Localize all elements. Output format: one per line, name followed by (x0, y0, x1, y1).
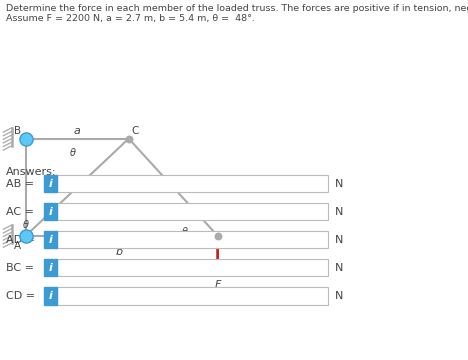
FancyBboxPatch shape (57, 203, 328, 220)
FancyBboxPatch shape (44, 287, 57, 305)
Text: θ: θ (182, 227, 188, 237)
Text: θ: θ (23, 220, 29, 230)
Text: Determine the force in each member of the loaded truss. The forces are positive : Determine the force in each member of th… (6, 4, 468, 13)
Point (22, 233, 29, 239)
Text: D: D (220, 231, 228, 241)
Text: a: a (74, 126, 80, 136)
Text: N: N (335, 235, 343, 245)
FancyBboxPatch shape (44, 203, 57, 220)
Text: A: A (14, 241, 21, 251)
FancyBboxPatch shape (57, 287, 328, 305)
Text: AC =: AC = (6, 207, 34, 217)
Text: N: N (335, 291, 343, 301)
Text: N: N (335, 207, 343, 217)
Text: C: C (132, 126, 139, 136)
Text: BC =: BC = (6, 263, 34, 273)
Text: i: i (49, 179, 52, 189)
Point (22, 136, 29, 141)
FancyBboxPatch shape (44, 175, 57, 192)
Text: θ: θ (70, 148, 75, 158)
Text: Assume F = 2200 N, a = 2.7 m, b = 5.4 m, θ =  48°.: Assume F = 2200 N, a = 2.7 m, b = 5.4 m,… (6, 14, 255, 23)
FancyBboxPatch shape (44, 231, 57, 248)
Text: i: i (49, 291, 52, 301)
Text: N: N (335, 179, 343, 189)
Text: i: i (49, 263, 52, 273)
Text: AB =: AB = (6, 179, 34, 189)
Text: b: b (116, 247, 123, 257)
Text: N: N (335, 263, 343, 273)
FancyBboxPatch shape (57, 231, 328, 248)
FancyBboxPatch shape (57, 259, 328, 276)
Text: B: B (14, 126, 21, 136)
FancyBboxPatch shape (57, 175, 328, 192)
FancyBboxPatch shape (44, 259, 57, 276)
Text: F: F (214, 280, 221, 290)
Text: i: i (49, 207, 52, 217)
Text: AD =: AD = (6, 235, 35, 245)
Point (125, 136, 132, 141)
Text: i: i (49, 235, 52, 245)
Point (214, 233, 221, 239)
Text: CD =: CD = (6, 291, 35, 301)
Text: Answers:: Answers: (6, 167, 56, 177)
